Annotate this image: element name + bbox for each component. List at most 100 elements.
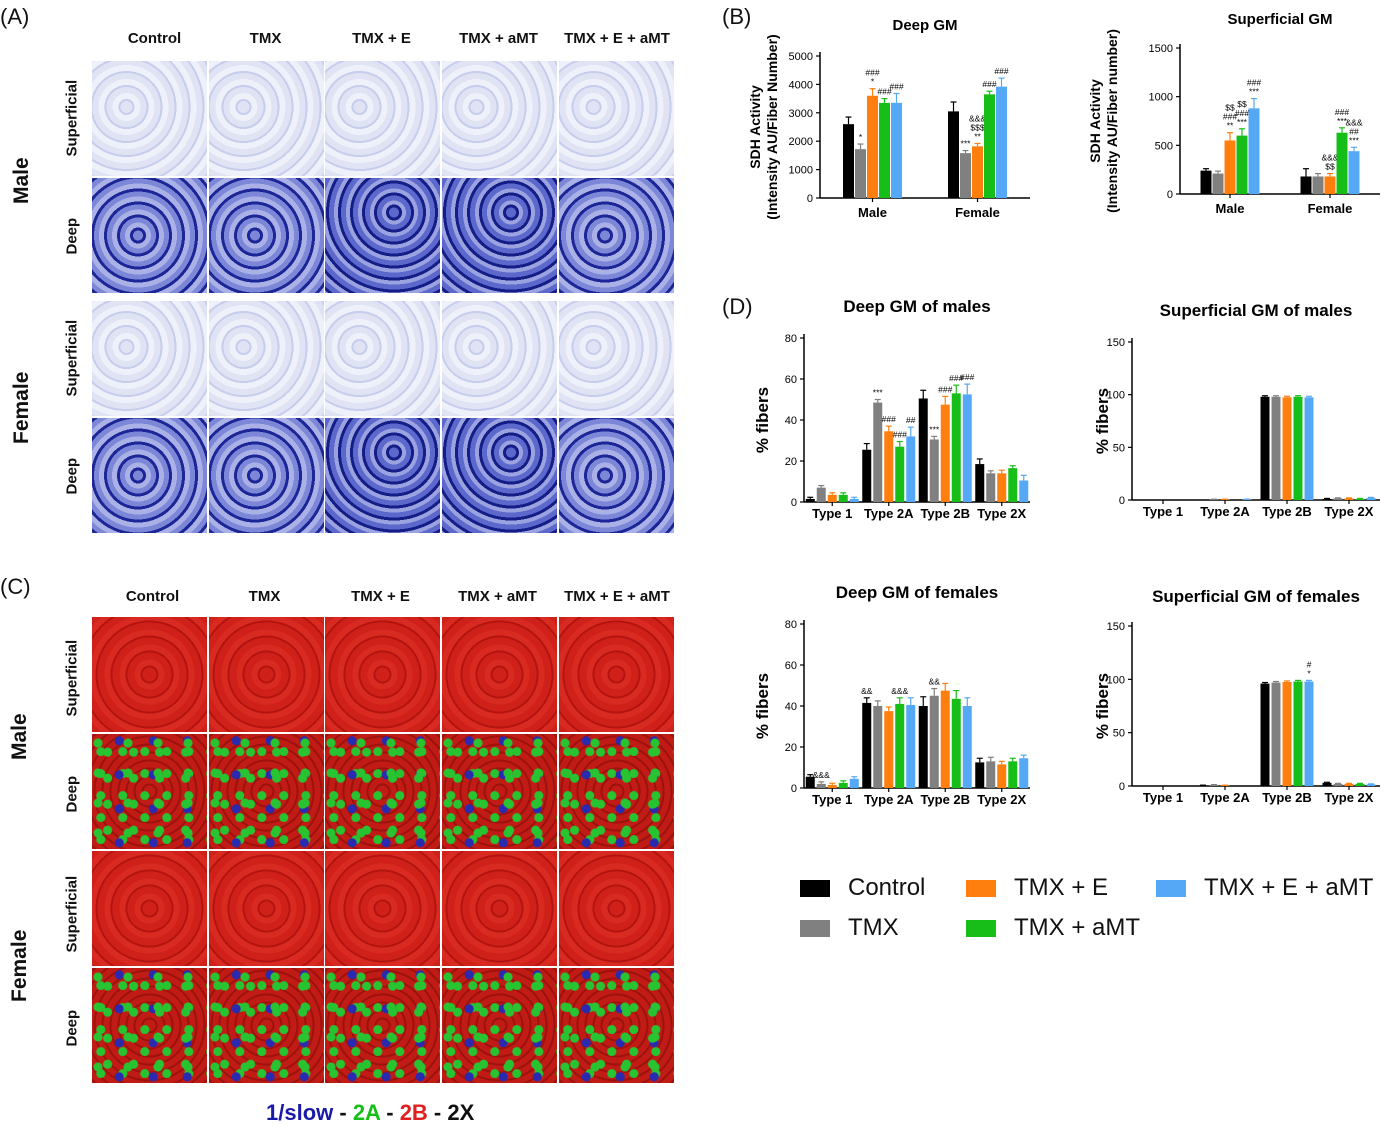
row-label-deep-a1: Deep — [63, 217, 81, 255]
significance-label: ### — [982, 79, 996, 89]
bar — [895, 703, 905, 788]
bar — [879, 102, 890, 198]
chart-title: Superficial GM of females — [1152, 587, 1360, 606]
bar — [827, 494, 837, 502]
significance-label: ### — [1335, 107, 1349, 117]
if-micrograph-tile — [559, 968, 674, 1083]
y-tick-label: 0 — [1167, 189, 1173, 201]
bar — [849, 778, 859, 788]
bar — [1260, 396, 1270, 500]
y-tick-label: 150 — [1107, 337, 1125, 349]
if-micrograph-tile — [92, 734, 207, 849]
x-tick-label: Type 2A — [1200, 790, 1250, 805]
bar — [1260, 683, 1270, 786]
if-micrograph-tile — [92, 617, 207, 732]
legend-2a: 2A — [352, 1100, 381, 1125]
sdh-micrograph-tile — [442, 418, 557, 533]
sdh-micrograph-tile — [92, 418, 207, 533]
x-tick-label: Type 2B — [920, 792, 970, 807]
row-label-superficial-c1: Superficial — [63, 639, 81, 717]
y-axis-label: % fibers — [1093, 673, 1112, 739]
y-tick-label: 20 — [785, 456, 797, 468]
bar — [827, 784, 837, 788]
bar — [940, 404, 950, 502]
if-micrograph-tile — [209, 968, 324, 1083]
significance-label: $$ — [1325, 162, 1335, 172]
significance-label: * — [859, 132, 863, 142]
y-tick-label: 100 — [1107, 390, 1125, 402]
x-tick-label: Female — [955, 205, 1000, 220]
significance-label: ** — [974, 131, 981, 141]
y-tick-label: 5000 — [789, 51, 813, 63]
y-tick-label: 100 — [1107, 674, 1125, 686]
chart-superficial-gm-males: Superficial GM of males % fibers 0 50 100 150… — [1093, 301, 1380, 519]
significance-label: &&& — [1321, 153, 1338, 163]
significance-label: ### — [889, 81, 903, 91]
bar — [972, 146, 983, 198]
significance-label: *** — [1349, 135, 1360, 145]
y-axis-label: % fibers — [753, 673, 772, 739]
significance-label: && — [861, 686, 873, 696]
col-header-control: Control — [127, 30, 182, 47]
x-tick-label: Male — [1216, 201, 1245, 216]
bar — [1324, 176, 1336, 194]
row-label-superficial-c2: Superficial — [63, 875, 81, 953]
bar — [1282, 682, 1292, 786]
bar — [816, 783, 826, 788]
bar — [805, 498, 815, 502]
significance-label: # — [1307, 659, 1312, 669]
y-tick-label: 1000 — [789, 165, 813, 177]
x-tick-label: Type 2B — [1262, 504, 1312, 519]
sdh-micrograph-tile — [92, 178, 207, 293]
bar — [1336, 132, 1348, 194]
y-tick-label: 50 — [1113, 442, 1125, 454]
bar — [918, 398, 928, 502]
bar — [951, 698, 961, 788]
bar — [1293, 396, 1303, 500]
bar — [906, 704, 916, 788]
legend-swatch-tmx-amt — [966, 920, 996, 937]
if-micrograph-tile — [442, 968, 557, 1083]
legend-slow: 1/slow — [266, 1100, 334, 1125]
x-tick-label: Type 1 — [812, 792, 852, 807]
bar — [1322, 498, 1332, 500]
bar — [1209, 784, 1219, 786]
x-tick-label: Type 2A — [1200, 504, 1250, 519]
sdh-micrograph-tile — [559, 418, 674, 533]
sdh-micrograph-tile — [559, 61, 674, 176]
y-tick-label: 1000 — [1149, 92, 1173, 104]
y-axis-label: SDH Activity — [1087, 79, 1103, 163]
if-micrograph-tile — [442, 617, 557, 732]
legend-label-tmx-e: TMX + E — [1014, 874, 1109, 901]
significance-label: ### — [877, 87, 891, 97]
chart-title: Superficial GM of males — [1160, 301, 1353, 320]
x-tick-label: Type 1 — [1143, 504, 1183, 519]
y-tick-label: 3000 — [789, 108, 813, 120]
bar — [1344, 783, 1354, 786]
y-tick-label: 1500 — [1149, 43, 1173, 55]
significance-label: ### — [960, 372, 974, 382]
panel-label-c: (C) — [0, 574, 31, 599]
significance-label: $$ — [1225, 103, 1235, 113]
sdh-micrograph-tile — [325, 178, 440, 293]
sdh-micrograph-tile — [442, 178, 557, 293]
y-tick-label: 80 — [785, 619, 797, 631]
sdh-micrograph-tile — [442, 61, 557, 176]
chart-superficial-gm-females: Superficial GM of females % fibers 0 50 100 1… — [1093, 587, 1380, 805]
y-tick-label: 150 — [1107, 621, 1125, 633]
bar — [1355, 783, 1365, 786]
y-tick-label: 500 — [1155, 140, 1173, 152]
chart-title: Deep GM of females — [836, 583, 999, 602]
bar — [1304, 681, 1314, 786]
bar — [1008, 468, 1018, 502]
significance-label: * — [871, 77, 875, 87]
sdh-micrograph-tile — [209, 178, 324, 293]
bar — [1333, 498, 1343, 500]
y-tick-label: 50 — [1113, 728, 1125, 740]
significance-label: ### — [994, 66, 1008, 76]
bar — [918, 706, 928, 788]
bar — [984, 94, 995, 198]
sdh-micrograph-tile — [209, 418, 324, 533]
if-micrograph-tile — [92, 851, 207, 966]
bar — [962, 706, 972, 788]
